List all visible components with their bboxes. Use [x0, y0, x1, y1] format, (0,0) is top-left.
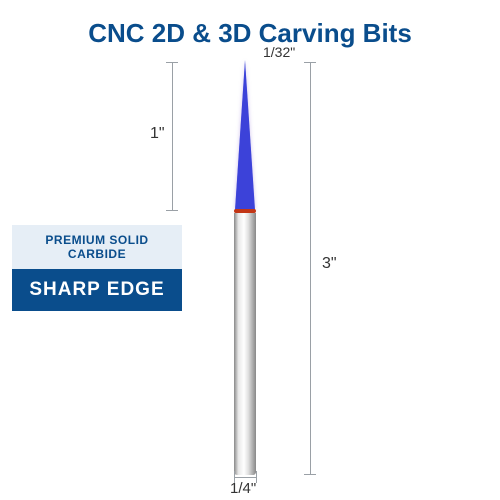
dimension-cap — [304, 62, 316, 63]
dimension-cap — [166, 62, 178, 63]
bit-coating-sheen — [235, 60, 255, 210]
dimension-line-flute — [172, 62, 173, 210]
dimension-label-overall-length: 3" — [322, 255, 337, 273]
dimension-label-flute-length: 1" — [150, 125, 165, 143]
dimension-line-shank — [234, 477, 256, 478]
dimension-line-overall — [310, 62, 311, 474]
callout-material-label: PREMIUM SOLID CARBIDE — [12, 225, 182, 269]
callout-edge-label: SHARP EDGE — [12, 269, 182, 311]
dimension-label-tip-diameter: 1/32" — [263, 44, 295, 60]
dimension-cap — [304, 474, 316, 475]
product-title: CNC 2D & 3D Carving Bits — [88, 18, 412, 49]
feature-callout: PREMIUM SOLID CARBIDE SHARP EDGE — [12, 225, 182, 311]
dimension-cap — [166, 210, 178, 211]
dimension-label-shank-diameter: 1/4" — [230, 480, 256, 497]
bit-shank — [234, 213, 256, 475]
